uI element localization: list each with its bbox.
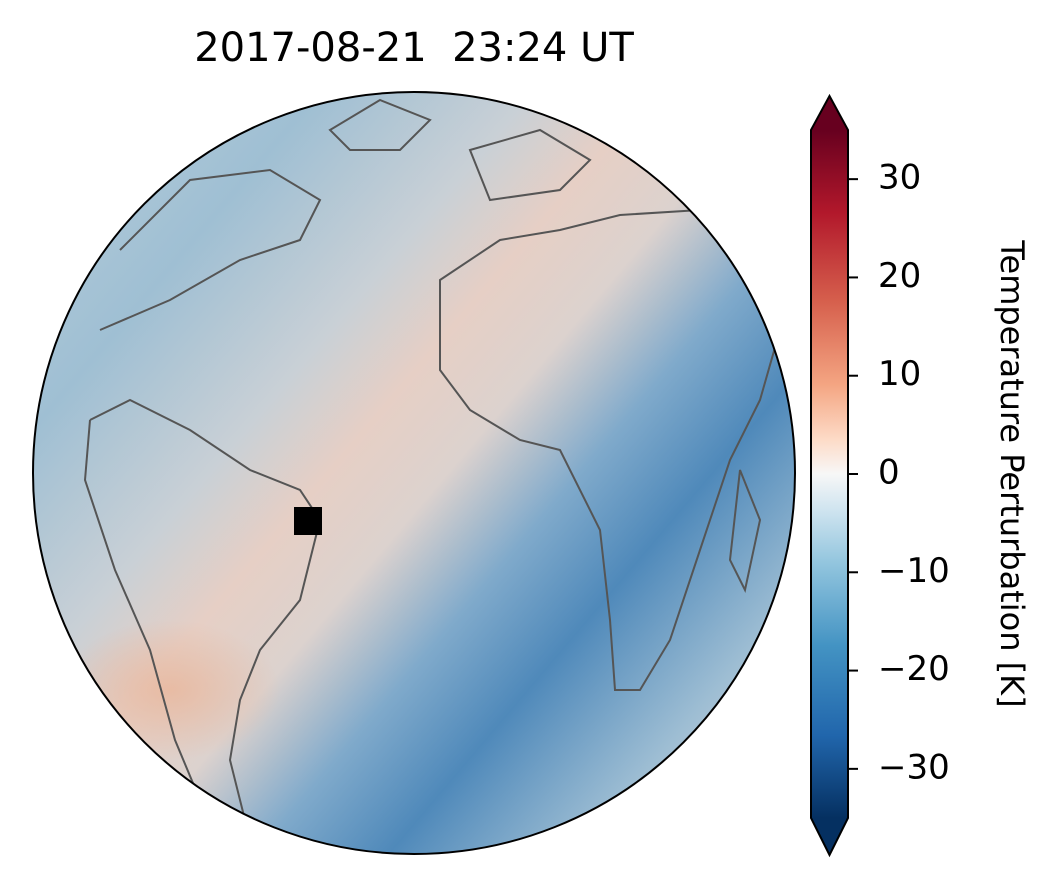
colorbar-outline (810, 93, 849, 858)
globe (33, 92, 795, 854)
colorbar-tick-label: 10 (878, 354, 921, 394)
colorbar-label: Temperature Perturbation [K] (993, 239, 1031, 707)
colorbar-tick-label: 30 (878, 158, 921, 198)
map-title: 2017-08-21 23:24 UT (194, 25, 634, 71)
colorbar-extend-top (811, 96, 848, 130)
coastlines (83, 98, 782, 851)
colorbar-fill (811, 130, 848, 818)
globe-outline (32, 91, 796, 855)
colorbar-tick-label: −30 (878, 747, 950, 787)
colorbar-tick-label: 0 (878, 453, 900, 493)
colorbar-tick-label: −10 (878, 551, 950, 591)
location-marker (294, 507, 322, 535)
colorbar-extend-bottom (811, 818, 848, 855)
colorbar-tick-label: 20 (878, 256, 921, 296)
colorbar: −30 −20 −10 0 10 20 30 (810, 93, 950, 858)
colorbar-tick-label: −20 (878, 649, 950, 689)
